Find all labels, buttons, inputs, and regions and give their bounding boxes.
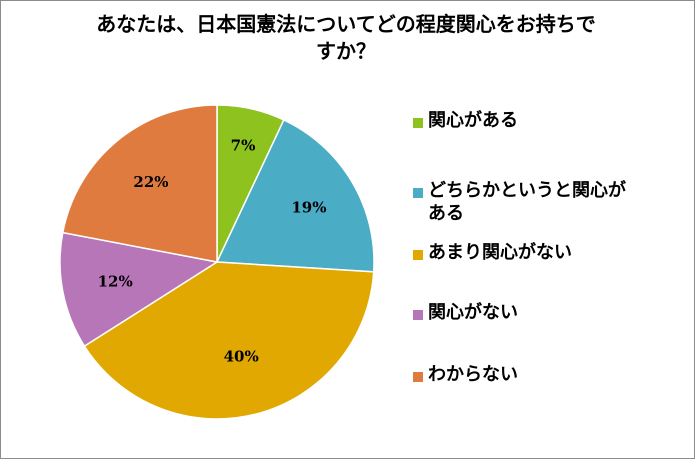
slice-not-interested-label: 12% [98,272,133,290]
legend-swatch [413,118,423,128]
legend-item-somewhat-interested: どちらかというと関心が ある [413,179,683,225]
legend-item-interested: 関心がある [413,109,683,132]
legend-swatch [413,188,423,198]
legend-item-not-interested: 関心がない [413,301,683,324]
legend-swatch [413,372,423,382]
slice-somewhat-interested [215,118,375,273]
slice-not-very-interested-label: 40% [224,347,259,365]
slice-dont-know-label: 22% [133,173,168,191]
legend-item-dont-know: わからない [413,363,683,386]
slice-not-very-interested [83,261,375,420]
legend-label: どちらかというと関心が ある [428,180,626,224]
legend-item-not-very-interested: あまり関心がない [413,241,683,264]
slice-interested-label: 7% [231,137,256,155]
chart-title: あなたは、日本国憲法についてどの程度関心をお持ちで すか？ [41,11,651,65]
chart-title-line-1: あなたは、日本国憲法についてどの程度関心をお持ちで [96,12,596,36]
slice-somewhat-interested-label: 19% [291,199,326,217]
legend-label: わからない [428,364,518,385]
legend-label: 関心がない [428,302,518,323]
slice-not-interested [59,231,220,348]
legend-label: 関心がある [428,110,518,131]
legend-swatch [413,250,423,260]
legend-label: あまり関心がない [428,242,572,263]
legend-swatch [413,310,423,320]
slice-dont-know [61,104,218,263]
chart-title-line-2: すか？ [316,39,376,63]
